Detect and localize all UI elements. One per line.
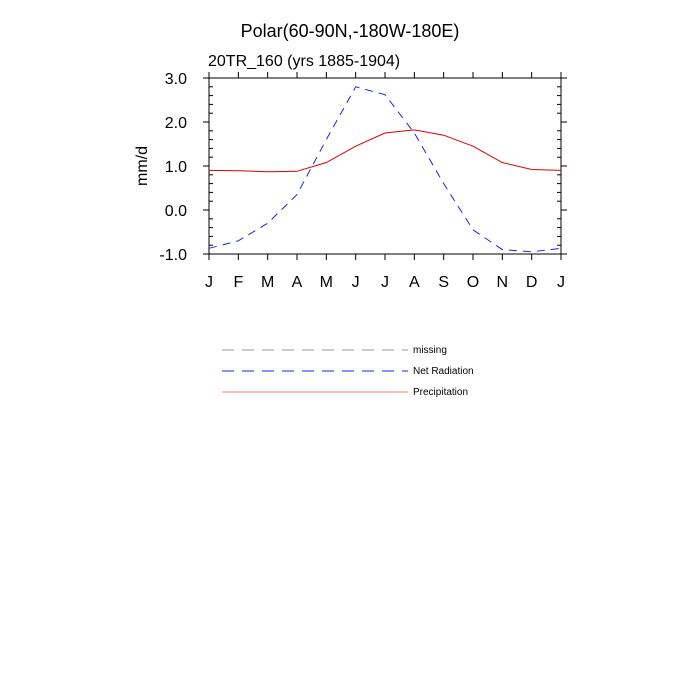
legend-label-precipitation: Precipitation: [413, 387, 468, 398]
x-tick-label: D: [526, 274, 538, 291]
chart-subtitle: 20TR_160 (yrs 1885-1904): [208, 53, 400, 70]
legend-label-net-radiation: Net Radiation: [413, 366, 474, 377]
y-tick-label: 3.0: [165, 71, 187, 88]
y-tick-label: -1.0: [159, 247, 187, 264]
series-line-precipitation: [208, 129, 562, 173]
y-tick-label: 2.0: [165, 115, 187, 132]
x-tick-label: J: [381, 274, 389, 291]
plot-frame: [208, 77, 562, 255]
x-tick-label: J: [205, 274, 213, 291]
y-tick-label: 0.0: [165, 203, 187, 220]
y-tick-label: 1.0: [165, 159, 187, 176]
x-tick-label: O: [467, 274, 479, 291]
axis-ticks: [203, 72, 567, 260]
series-line-net-radiation: [208, 86, 562, 253]
legend-label-missing: missing: [413, 345, 447, 356]
y-axis-label: mm/d: [134, 146, 151, 186]
x-tick-label: A: [409, 274, 420, 291]
x-tick-label: J: [557, 274, 565, 291]
x-tick-label: A: [292, 274, 303, 291]
x-tick-label: M: [261, 274, 274, 291]
series-group: [208, 86, 562, 253]
x-tick-label: F: [233, 274, 243, 291]
x-tick-label: N: [497, 274, 509, 291]
x-tick-label: M: [320, 274, 333, 291]
x-tick-label: J: [352, 274, 360, 291]
x-tick-label: S: [438, 274, 449, 291]
legend: missing Net Radiation Precipitation: [222, 345, 474, 398]
chart-title: Polar(60-90N,-180W-180E): [241, 21, 460, 41]
y-tick-labels: 3.0 2.0 1.0 0.0 -1.0: [159, 71, 187, 264]
